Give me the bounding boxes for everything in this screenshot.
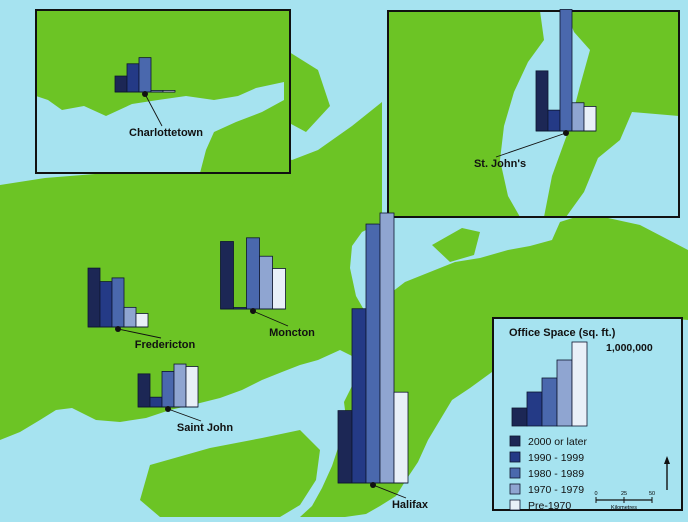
legend-scale-label: 1,000,000 (606, 342, 653, 354)
leader-line (372, 484, 407, 499)
bar-charlottetown-0 (114, 75, 128, 93)
chart-saint-john: Saint John (137, 363, 234, 434)
legend-label-0: 2000 or later (528, 436, 587, 448)
bar-st-john-s-1 (547, 109, 561, 132)
city-marker (115, 326, 121, 332)
bar-saint-john-4 (185, 366, 199, 408)
scale-bar: 0 25 50 Kilometres (594, 491, 655, 511)
legend-swatch-1 (509, 451, 521, 463)
scale-tick-0: 0 (594, 491, 597, 497)
north-arrow-icon (664, 456, 670, 490)
bar-fredericton-0 (87, 267, 101, 328)
bar-halifax-3 (379, 212, 395, 484)
city-label: St. John's (474, 158, 526, 170)
legend-sample-bar-0 (511, 407, 528, 427)
bar-charlottetown-2 (138, 57, 152, 93)
legend-label-2: 1980 - 1989 (528, 468, 584, 480)
leader-line (167, 408, 202, 422)
city-label: Charlottetown (129, 127, 203, 139)
chart-halifax: Halifax (337, 212, 429, 511)
city-marker (142, 91, 148, 97)
bar-moncton-0 (220, 241, 234, 310)
city-marker (370, 482, 376, 488)
bar-saint-john-1 (149, 396, 163, 408)
bar-halifax-4 (393, 391, 409, 484)
leader-line (252, 310, 289, 327)
legend-title: Office Space (sq. ft.) (509, 327, 616, 339)
chart-moncton: Moncton (220, 237, 315, 339)
chart-charlottetown: Charlottetown (114, 57, 203, 139)
city-bar-charts: Charlottetown St. John's Fredericton Moncto… (87, 9, 597, 511)
st-johns-inset-frame-outline (387, 10, 680, 218)
bar-fredericton-3 (123, 306, 137, 328)
leader-line (144, 93, 163, 127)
st-johns-inset (387, 10, 680, 218)
legend-sample-bar-1 (526, 391, 543, 427)
city-label: Saint John (177, 422, 234, 434)
legend-sample-bar-2 (541, 377, 558, 427)
bar-st-john-s-2 (559, 9, 573, 132)
bar-charlottetown-1 (126, 63, 140, 93)
bar-st-john-s-4 (583, 106, 597, 132)
city-label: Halifax (392, 499, 429, 511)
legend-swatch-2 (509, 467, 521, 479)
legend-label-4: Pre-1970 (528, 500, 571, 512)
legend-swatch-3 (509, 483, 521, 495)
legend-swatch-0 (509, 435, 521, 447)
legend-label-1: 1990 - 1999 (528, 452, 584, 464)
legend-swatch-4 (509, 499, 521, 511)
scale-unit: Kilometres (611, 505, 637, 511)
bar-st-john-s-0 (535, 70, 549, 132)
bar-saint-john-3 (173, 363, 187, 408)
bar-moncton-4 (272, 268, 286, 310)
legend-label-3: 1970 - 1979 (528, 484, 584, 496)
bar-halifax-1 (351, 308, 367, 484)
legend-sample-bar-3 (556, 359, 573, 427)
bar-fredericton-4 (135, 313, 149, 328)
city-label: Moncton (269, 327, 315, 339)
legend-entries: 2000 or later 1990 - 1999 1980 - 1989 1970 … (509, 341, 588, 512)
bar-halifax-2 (365, 223, 381, 484)
bar-moncton-3 (259, 255, 273, 310)
bar-halifax-0 (337, 410, 353, 484)
city-label: Fredericton (135, 339, 196, 351)
leader-line (495, 132, 567, 158)
bar-saint-john-2 (161, 371, 175, 408)
bar-fredericton-1 (99, 281, 113, 328)
chart-st-john-s: St. John's (474, 9, 597, 170)
bar-saint-john-0 (137, 373, 151, 408)
legend-panel: Office Space (sq. ft.) 1,000,000 2000 or… (492, 317, 683, 512)
bar-moncton-2 (246, 237, 260, 310)
bar-fredericton-2 (111, 277, 125, 328)
legend-sample-bar-4 (571, 341, 588, 427)
city-marker (250, 308, 256, 314)
charlottetown-inset-frame-outline (35, 9, 291, 174)
scale-tick-50: 50 (649, 491, 655, 497)
bar-st-john-s-3 (571, 102, 585, 132)
city-marker (165, 406, 171, 412)
chart-fredericton: Fredericton (87, 267, 196, 351)
city-marker (563, 130, 569, 136)
scale-tick-25: 25 (621, 491, 627, 497)
leader-line (117, 328, 162, 339)
